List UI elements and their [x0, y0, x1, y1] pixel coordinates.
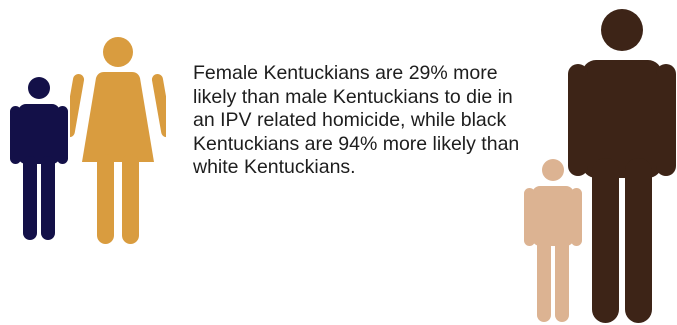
male-figure-icon — [10, 77, 68, 240]
female-figure-icon — [70, 37, 166, 244]
statistic-statement: Female Kentuckians are 29% more likely t… — [193, 62, 520, 178]
small-male-figure-icon — [524, 159, 582, 322]
large-male-figure-icon — [568, 9, 676, 323]
